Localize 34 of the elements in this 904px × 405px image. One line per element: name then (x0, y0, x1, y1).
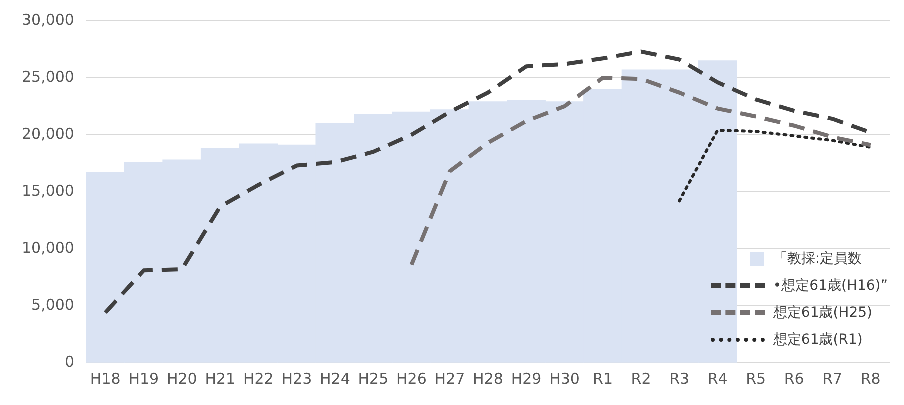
y-tick-label: 10,000 (22, 238, 74, 257)
x-tick-label: H30 (550, 370, 580, 388)
x-tick-label: H27 (434, 370, 466, 388)
x-tick-label: H18 (90, 370, 121, 388)
y-tick-label: 5,000 (32, 296, 74, 314)
y-tick-label: 20,000 (22, 124, 74, 143)
x-tick-label: H19 (128, 370, 160, 388)
x-tick-label: H28 (473, 370, 504, 388)
x-tick-label: R8 (860, 370, 881, 388)
y-tick-label: 25,000 (22, 68, 74, 86)
x-tick-label: R7 (822, 370, 843, 388)
x-tick-label: R4 (708, 370, 728, 388)
legend-label: 想定61歳(H25) (773, 304, 872, 322)
x-tick-label: H29 (511, 370, 542, 388)
x-tick-label: R6 (784, 370, 804, 388)
x-tick-label: H26 (396, 370, 427, 388)
x-tick-label: R5 (746, 370, 766, 388)
x-tick-label: H22 (243, 370, 274, 388)
legend-label: 想定61歳(R1) (773, 330, 863, 348)
x-tick-label: H20 (166, 370, 198, 388)
x-tick-label: H21 (205, 370, 236, 388)
legend-label: 「教採:定員数 (773, 250, 862, 268)
x-tick-label: R3 (670, 370, 690, 388)
y-tick-label: 15,000 (22, 182, 74, 200)
x-tick-label: H25 (358, 370, 389, 388)
line-series (678, 128, 872, 203)
x-tick-label: H24 (320, 370, 350, 388)
line-series (410, 76, 873, 267)
legend-label: •想定61歳(H16)” (773, 276, 888, 294)
y-tick-label: 0 (64, 352, 74, 371)
x-tick-label: H23 (282, 370, 312, 388)
x-tick-label: R1 (593, 370, 614, 388)
y-tick-label: 30,000 (22, 10, 74, 29)
x-tick-label: R2 (631, 370, 652, 388)
